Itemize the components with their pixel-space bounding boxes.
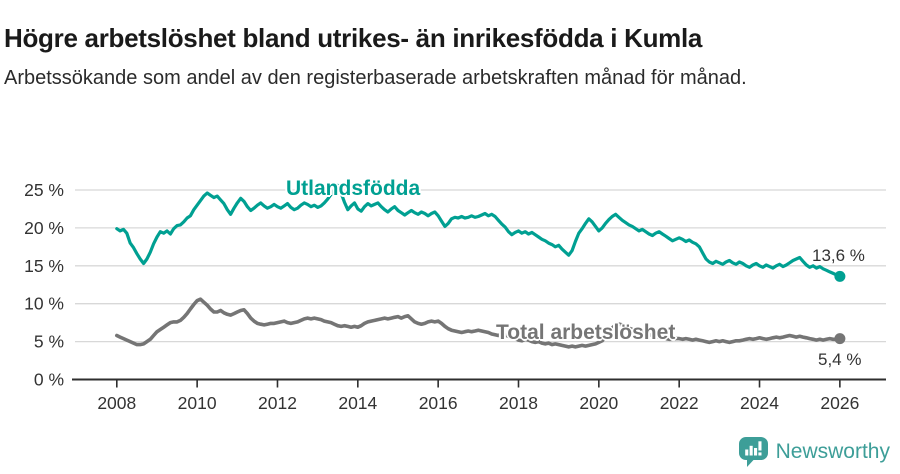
series-label-utlandsfodda: Utlandsfödda [286,177,421,200]
x-axis-tick-label: 2008 [97,393,136,413]
series-end-dot-total [834,333,846,345]
y-axis-tick-label: 20 % [24,218,64,238]
x-axis-tick-label: 2022 [660,393,699,413]
y-axis-tick-label: 0 % [34,370,64,390]
x-axis-tick-label: 2012 [258,393,297,413]
x-axis-tick-label: 2026 [820,393,859,413]
x-axis-tick-label: 2024 [740,393,779,413]
series-label-total: Total arbetslöshet [496,321,676,344]
series-end-dot-utlandsfodda [834,270,846,282]
end-value-label-utlandsfodda: 13,6 % [812,246,865,265]
x-axis-tick-label: 2014 [338,393,377,413]
x-axis-tick-label: 2016 [419,393,458,413]
page-title: Högre arbetslöshet bland utrikes- än inr… [4,23,703,54]
y-axis-tick-label: 15 % [24,256,64,276]
page-subtitle: Arbetssökande som andel av den registerb… [4,67,747,89]
y-axis-tick-label: 10 % [24,294,64,314]
series-line-utlandsfodda [115,183,842,278]
x-axis-tick-label: 2018 [499,393,538,413]
y-axis-tick-label: 5 % [34,332,64,352]
x-axis-tick-label: 2020 [579,393,618,413]
x-axis-tick-label: 2010 [178,393,217,413]
newsworthy-wordmark: Newsworthy [775,440,890,463]
series-line-total [115,297,842,349]
newsworthy-logo-icon [738,437,768,467]
brand-footer: Newsworthy [738,436,890,468]
y-axis-tick-label: 25 % [24,180,64,200]
end-value-label-total: 5,4 % [818,350,862,369]
